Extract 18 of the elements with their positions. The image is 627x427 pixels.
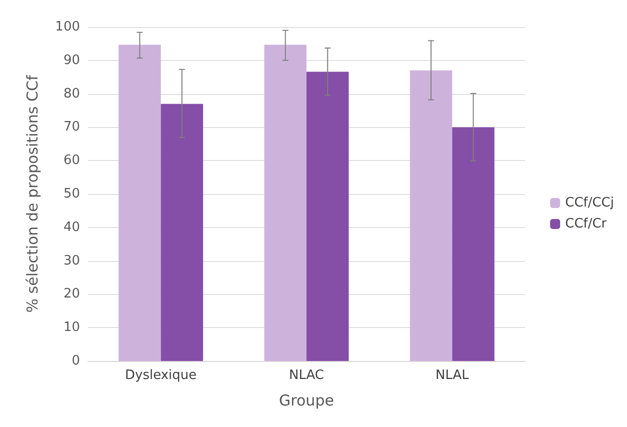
legend-label: CCf/CCj	[565, 196, 614, 210]
y-tick-label: 40	[63, 220, 80, 235]
y-tick-label: 10	[63, 320, 80, 336]
x-tick-label: NLAL	[435, 368, 470, 383]
y-tick-label: 0	[72, 354, 80, 368]
x-axis-title: Groupe	[279, 392, 334, 410]
y-tick-label: 100	[55, 20, 80, 34]
y-tick-label: 80	[63, 86, 80, 102]
y-tick-label: 70	[63, 120, 80, 135]
y-tick-label: 60	[63, 153, 80, 168]
x-tick-label: NLAC	[288, 368, 324, 383]
y-tick-label: 90	[63, 52, 80, 68]
y-tick-label: 20	[63, 286, 80, 302]
y-tick-label: 50	[63, 186, 80, 202]
y-axis-title: % sélection de propositions CCf	[24, 74, 42, 313]
legend-label: CCf/Cr	[565, 216, 608, 232]
x-tick-label: Dyslexique	[125, 368, 197, 383]
y-tick-label: 30	[63, 253, 80, 268]
